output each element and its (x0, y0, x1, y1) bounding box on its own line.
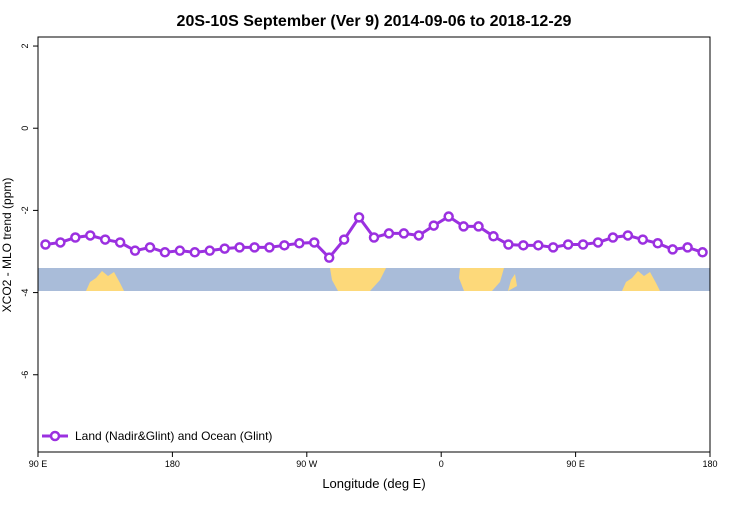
point (294, 238, 305, 249)
point (249, 242, 260, 253)
point (398, 228, 410, 239)
point (503, 239, 514, 250)
point (428, 220, 439, 231)
point (473, 221, 484, 232)
point (338, 234, 350, 245)
chart-title: 20S-10S September (Ver 9) 2014-09-06 to … (177, 13, 572, 30)
point (279, 240, 290, 251)
point (234, 242, 245, 253)
point (219, 243, 230, 254)
legend-marker (49, 430, 61, 442)
point (204, 245, 215, 256)
point (697, 247, 708, 258)
point (443, 211, 454, 222)
point (667, 244, 678, 255)
point (70, 232, 81, 243)
map-band (38, 268, 710, 291)
point (368, 232, 380, 243)
y-tick-label: 2 (20, 44, 30, 49)
x-axis-label: Longitude (deg E) (322, 476, 425, 491)
y-tick-label: 0 (20, 126, 30, 131)
point (309, 237, 320, 248)
point (577, 239, 589, 250)
x-tick-label: 90 E (29, 459, 48, 469)
point (144, 242, 156, 253)
point (174, 245, 186, 256)
x-tick-label: 90 W (296, 459, 318, 469)
point (592, 237, 604, 248)
y-tick-label: -2 (20, 206, 30, 214)
point (189, 247, 201, 258)
point (323, 252, 335, 263)
x-tick-label: 0 (439, 459, 444, 469)
point (383, 228, 395, 239)
point (85, 230, 96, 241)
x-tick-label: 180 (702, 459, 717, 469)
point (562, 239, 574, 250)
point (547, 242, 559, 253)
x-tick-label: 180 (165, 459, 180, 469)
point (682, 242, 693, 253)
point (353, 212, 365, 223)
y-tick-label: -6 (20, 371, 30, 379)
point (55, 237, 66, 248)
point (637, 234, 649, 245)
point (533, 240, 544, 251)
y-axis-label: XCO2 - MLO trend (ppm) (0, 178, 14, 313)
point (488, 231, 499, 242)
point (622, 230, 634, 241)
legend-label: Land (Nadir&Glint) and Ocean (Glint) (75, 429, 272, 443)
point (264, 242, 275, 253)
point (607, 232, 619, 243)
point (518, 240, 529, 251)
point (652, 238, 663, 249)
plot-frame (37, 36, 711, 453)
point (40, 239, 51, 250)
point (413, 230, 425, 241)
y-tick-label: -4 (20, 289, 30, 297)
point (458, 221, 469, 232)
point (129, 245, 141, 256)
point (114, 237, 126, 248)
point (159, 247, 171, 258)
point (99, 234, 111, 245)
x-tick-label: 90 E (566, 459, 585, 469)
